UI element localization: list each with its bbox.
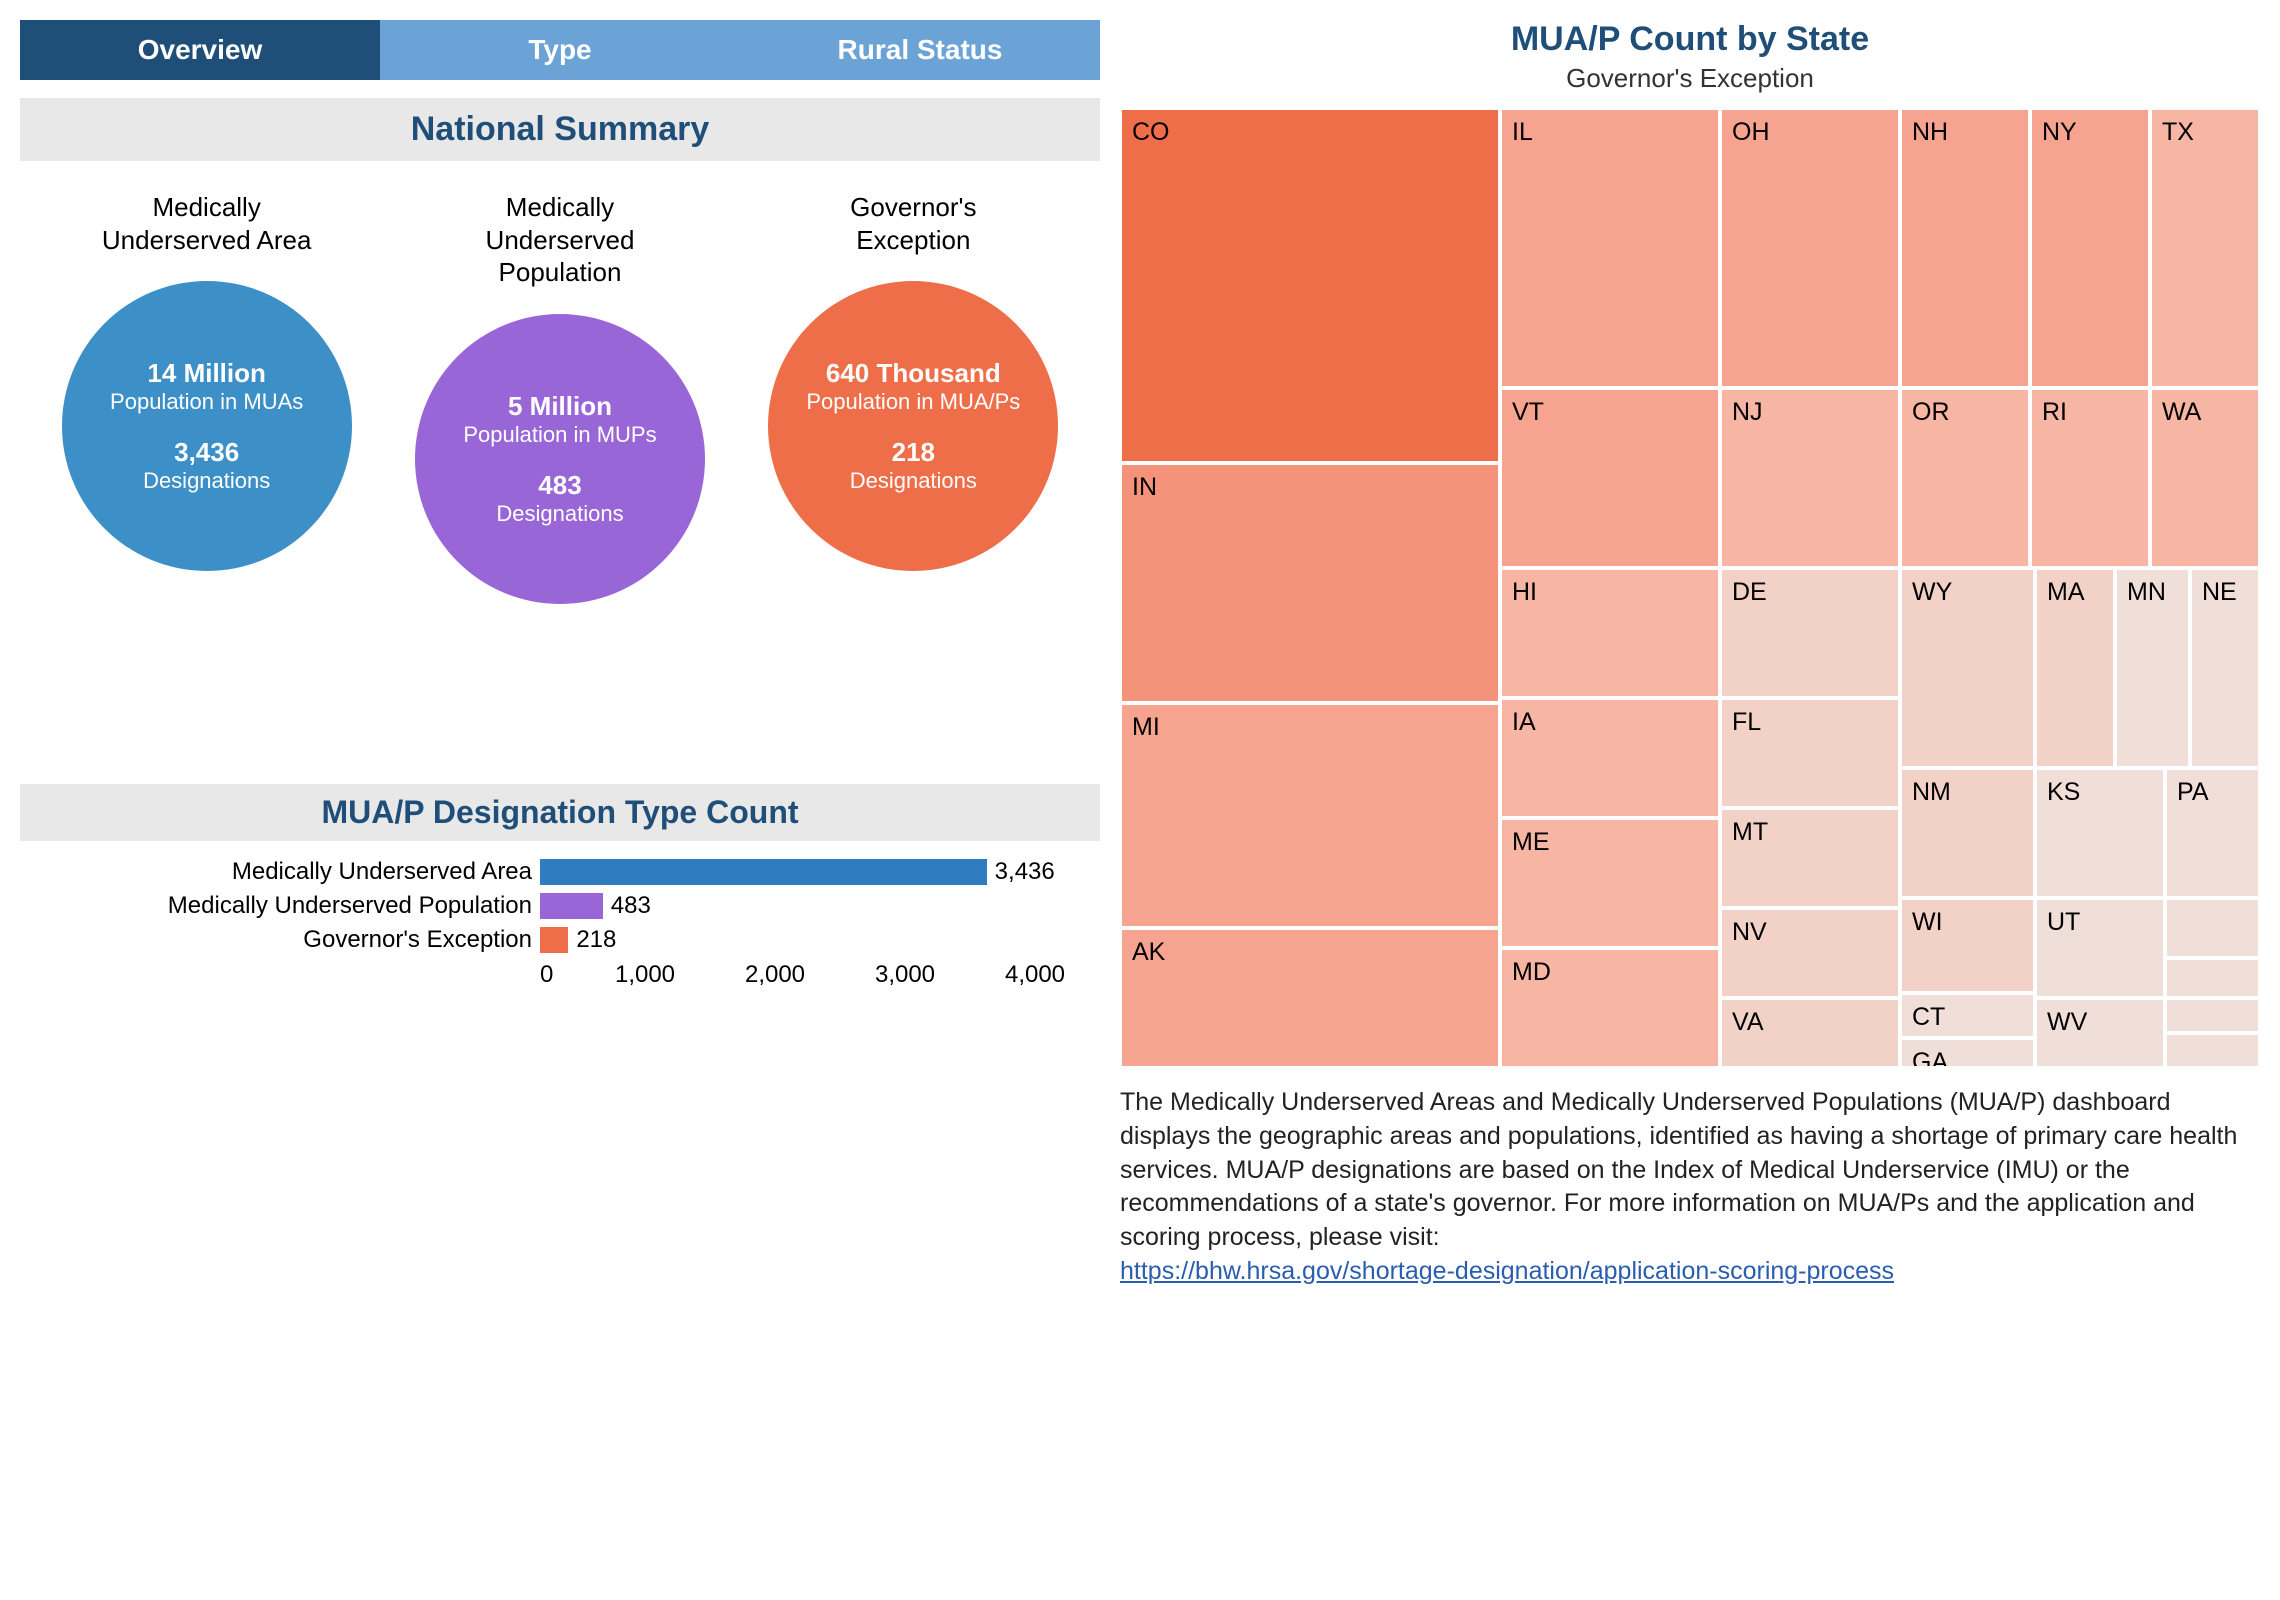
- bar-chart-axis: 01,0002,0003,0004,000: [540, 961, 1100, 989]
- description: The Medically Underserved Areas and Medi…: [1120, 1086, 2260, 1289]
- bar-label: Medically Underserved Area: [20, 855, 540, 889]
- summary-circle-1: MedicallyUnderservedPopulation 5 MillionP…: [395, 191, 725, 604]
- circle-desig: Designations: [850, 468, 977, 494]
- treemap-cell-UT[interactable]: UT: [2035, 898, 2165, 998]
- treemap-cell-MA[interactable]: MA: [2035, 568, 2115, 768]
- tab-rural-status[interactable]: Rural Status: [740, 20, 1100, 80]
- treemap-subtitle: Governor's Exception: [1120, 63, 2260, 94]
- bar[interactable]: [540, 893, 603, 919]
- treemap-cell-NM[interactable]: NM: [1900, 768, 2035, 898]
- bar-value: 218: [576, 926, 616, 954]
- treemap-cell-IN[interactable]: IN: [1120, 463, 1500, 703]
- circle-label: Governor'sException: [748, 191, 1078, 256]
- treemap-cell-WA[interactable]: WA: [2150, 388, 2260, 568]
- circle-label: MedicallyUnderservedPopulation: [395, 191, 725, 289]
- axis-tick: 2,000: [710, 961, 840, 989]
- summary-circle-2: Governor'sException 640 ThousandPopulatio…: [748, 191, 1078, 604]
- treemap-cell-NE[interactable]: NE: [2190, 568, 2260, 768]
- treemap-cell-CO[interactable]: CO: [1120, 108, 1500, 463]
- treemap-cell-IL[interactable]: IL: [1500, 108, 1720, 388]
- bar-chart-title: MUA/P Designation Type Count: [20, 784, 1100, 841]
- description-text: The Medically Underserved Areas and Medi…: [1120, 1088, 2237, 1251]
- treemap-cell-WV[interactable]: WV: [2035, 998, 2165, 1068]
- treemap-cell-OH[interactable]: OH: [1720, 108, 1900, 388]
- circle-big: 640 Thousand: [826, 358, 1001, 389]
- circle[interactable]: 14 MillionPopulation in MUAs 3,436Designa…: [62, 281, 352, 571]
- treemap-cell-CT[interactable]: CT: [1900, 993, 2035, 1038]
- circle-desig: Designations: [496, 501, 623, 527]
- treemap-cell-OR[interactable]: OR: [1900, 388, 2030, 568]
- tab-overview[interactable]: Overview: [20, 20, 380, 80]
- treemap-cell-DE[interactable]: DE: [1720, 568, 1900, 698]
- axis-tick: 3,000: [840, 961, 970, 989]
- treemap-cell-MT[interactable]: MT: [1720, 808, 1900, 908]
- treemap-cell-VT[interactable]: VT: [1500, 388, 1720, 568]
- bar-row: 483: [540, 889, 1100, 923]
- national-summary-title: National Summary: [20, 98, 1100, 161]
- left-column: Overview Type Rural Status National Summ…: [20, 20, 1100, 1289]
- treemap-cell-blank[interactable]: [2165, 958, 2260, 998]
- treemap-cell-IA[interactable]: IA: [1500, 698, 1720, 818]
- treemap-cell-FL[interactable]: FL: [1720, 698, 1900, 808]
- treemap-cell-WY[interactable]: WY: [1900, 568, 2035, 768]
- bar-value: 483: [611, 892, 651, 920]
- bar-label: Governor's Exception: [20, 923, 540, 957]
- treemap-cell-MI[interactable]: MI: [1120, 703, 1500, 928]
- bar-row: 3,436: [540, 855, 1100, 889]
- bar[interactable]: [540, 927, 568, 953]
- treemap-cell-GA[interactable]: GA: [1900, 1038, 2035, 1068]
- right-column: MUA/P Count by State Governor's Exceptio…: [1120, 20, 2260, 1289]
- circle-label: MedicallyUnderserved Area: [42, 191, 372, 256]
- summary-circle-0: MedicallyUnderserved Area 14 MillionPopul…: [42, 191, 372, 604]
- circle-sub: Population in MUA/Ps: [806, 389, 1020, 415]
- treemap-cell-NY[interactable]: NY: [2030, 108, 2150, 388]
- treemap-cell-blank[interactable]: [2165, 998, 2260, 1033]
- axis-tick: 0: [540, 961, 580, 989]
- treemap[interactable]: COINMIAK ILOHNHNYTX VTNJORRIWA HIIAMEMD DEFL…: [1120, 108, 2260, 1068]
- dashboard-root: Overview Type Rural Status National Summ…: [20, 20, 2260, 1289]
- axis-tick: 4,000: [970, 961, 1100, 989]
- circle-sub: Population in MUAs: [110, 389, 303, 415]
- tabs: Overview Type Rural Status: [20, 20, 1100, 80]
- circle-num: 218: [892, 437, 935, 468]
- circle[interactable]: 5 MillionPopulation in MUPs 483Designatio…: [415, 314, 705, 604]
- bar-chart: Medically Underserved AreaMedically Unde…: [20, 855, 1100, 989]
- treemap-cell-MN[interactable]: MN: [2115, 568, 2190, 768]
- axis-tick: 1,000: [580, 961, 710, 989]
- treemap-cell-blank[interactable]: [2165, 898, 2260, 958]
- treemap-cell-PA[interactable]: PA: [2165, 768, 2260, 898]
- bar-label: Medically Underserved Population: [20, 889, 540, 923]
- treemap-cell-WI[interactable]: WI: [1900, 898, 2035, 993]
- bar[interactable]: [540, 859, 987, 885]
- treemap-cell-AK[interactable]: AK: [1120, 928, 1500, 1068]
- treemap-cell-NH[interactable]: NH: [1900, 108, 2030, 388]
- treemap-cell-KS[interactable]: KS: [2035, 768, 2165, 898]
- treemap-cell-VA[interactable]: VA: [1720, 998, 1900, 1068]
- bar-value: 3,436: [995, 858, 1055, 886]
- circle-big: 5 Million: [508, 391, 612, 422]
- treemap-title: MUA/P Count by State: [1120, 20, 2260, 59]
- treemap-cell-NV[interactable]: NV: [1720, 908, 1900, 998]
- bar-chart-area: 3,436 483 218 01,0002,0003,0004,000: [540, 855, 1100, 989]
- treemap-cell-NJ[interactable]: NJ: [1720, 388, 1900, 568]
- circle-sub: Population in MUPs: [463, 422, 656, 448]
- circle-big: 14 Million: [147, 358, 265, 389]
- description-link[interactable]: https://bhw.hrsa.gov/shortage-designatio…: [1120, 1257, 1894, 1285]
- treemap-cell-HI[interactable]: HI: [1500, 568, 1720, 698]
- tab-type[interactable]: Type: [380, 20, 740, 80]
- circle-desig: Designations: [143, 468, 270, 494]
- circle[interactable]: 640 ThousandPopulation in MUA/Ps 218Desig…: [768, 281, 1058, 571]
- circle-num: 3,436: [174, 437, 239, 468]
- treemap-cell-ME[interactable]: ME: [1500, 818, 1720, 948]
- treemap-cell-RI[interactable]: RI: [2030, 388, 2150, 568]
- summary-circles: MedicallyUnderserved Area14 MillionPopul…: [20, 191, 1100, 604]
- treemap-cell-TX[interactable]: TX: [2150, 108, 2260, 388]
- bar-chart-labels: Medically Underserved AreaMedically Unde…: [20, 855, 540, 989]
- circle-num: 483: [538, 470, 581, 501]
- treemap-cell-MD[interactable]: MD: [1500, 948, 1720, 1068]
- treemap-cell-blank[interactable]: [2165, 1033, 2260, 1068]
- bar-row: 218: [540, 923, 1100, 957]
